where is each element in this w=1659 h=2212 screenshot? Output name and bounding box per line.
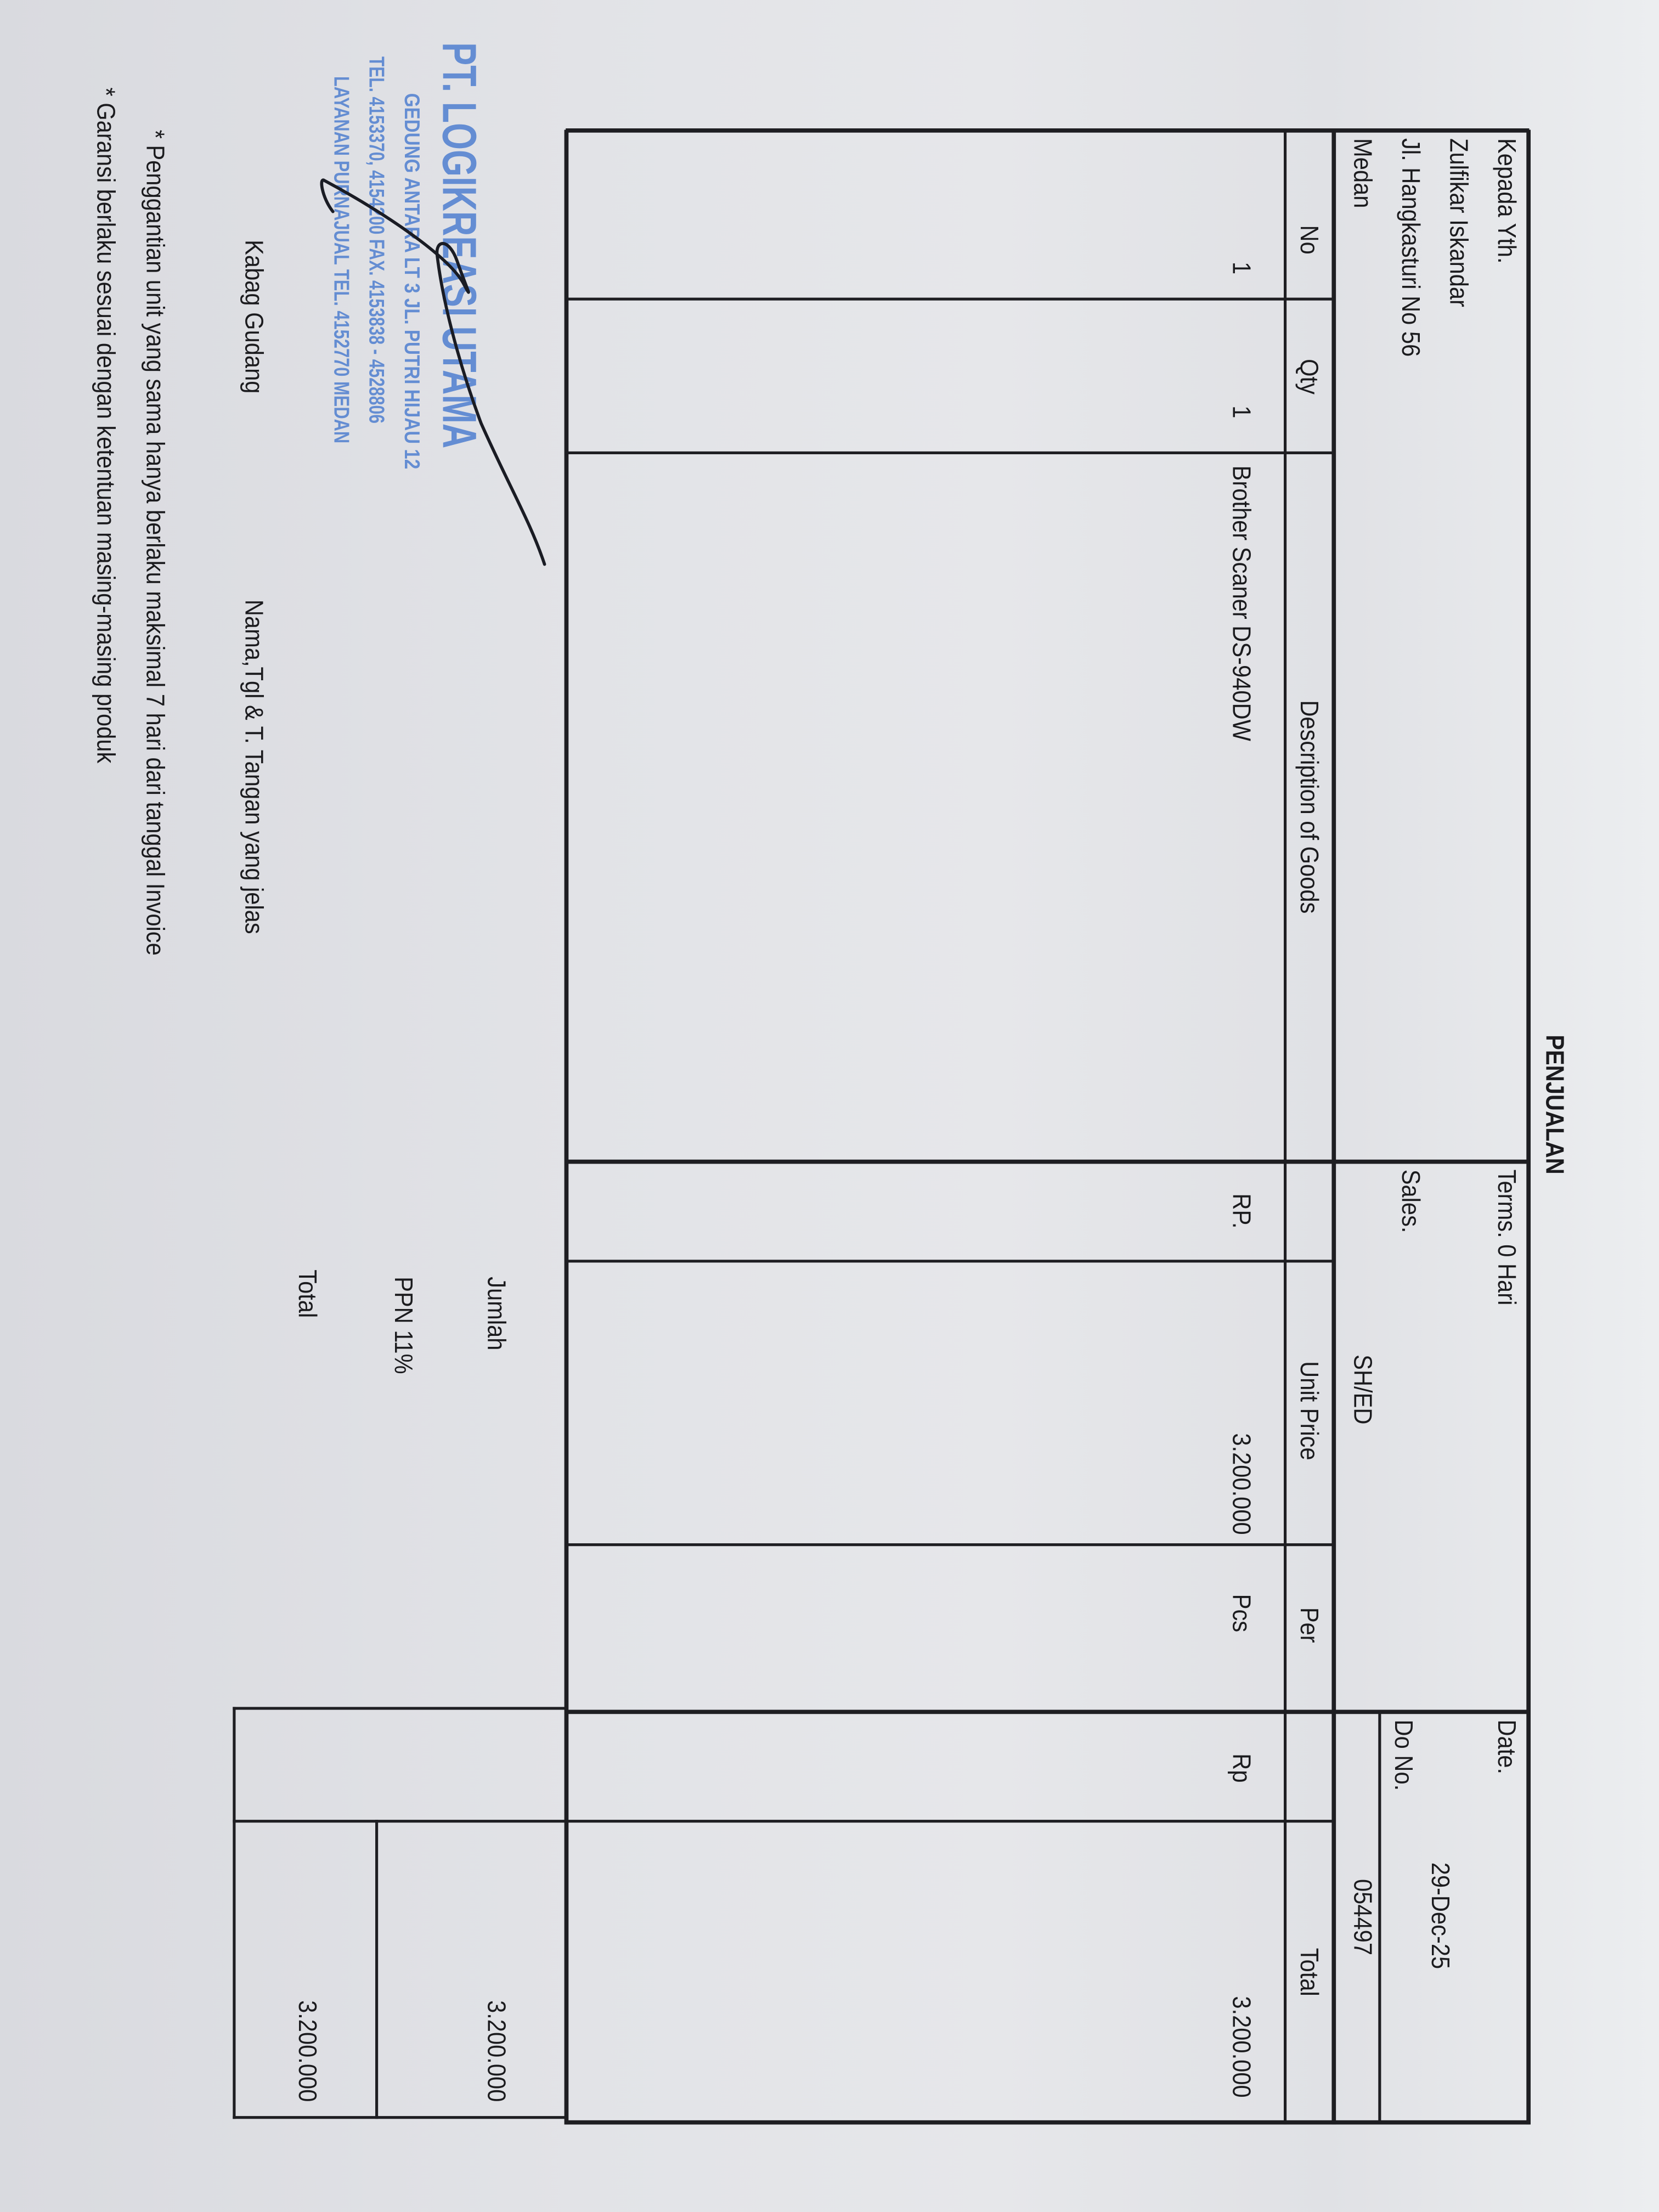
cell-qty: 1 <box>1227 405 1256 419</box>
col-header-no: No <box>1295 225 1324 255</box>
jumlah-label: Jumlah <box>482 1277 511 1351</box>
signature-warehouse-label: Kabag Gudang <box>240 240 268 394</box>
col-header-unit-price: Unit Price <box>1295 1361 1324 1460</box>
cell-price-currency: RP. <box>1227 1193 1256 1229</box>
summary-box-right <box>233 2116 567 2119</box>
summary-box-divider <box>233 1820 567 1823</box>
footnote-replacement: * Penggantian unit yang sama hanya berla… <box>141 129 170 956</box>
sales-value: SH/ED <box>1348 1355 1377 1425</box>
sales-label: Sales. <box>1396 1169 1425 1233</box>
col-divider-no <box>566 297 1335 301</box>
stamp-line1: GEDUNG ANTARA LT 3 JL. PUTRI HIJAU 12 <box>399 93 424 470</box>
do-value: 054497 <box>1348 1879 1377 1956</box>
cell-total: 3.200.000 <box>1227 1996 1256 2098</box>
column-header-divider <box>1284 129 1287 2125</box>
col-header-qty: Qty <box>1295 359 1324 394</box>
header-divider-terms <box>566 1159 1530 1164</box>
ppn-label: PPN 11% <box>389 1277 418 1374</box>
table-right-border <box>566 2120 1530 2124</box>
jumlah-value: 3.200.000 <box>482 2000 511 2102</box>
cell-unit-price: 3.200.000 <box>1227 1433 1256 1535</box>
date-label: Date. <box>1492 1719 1521 1775</box>
header-divider <box>1332 129 1336 2125</box>
stamp-company: PT. LOGIKREASI UTAMA <box>431 42 486 449</box>
terms: Terms. 0 Hari <box>1492 1169 1521 1306</box>
footnote-warranty: * Garansi berlaku sesuai dengan ketentua… <box>92 87 120 764</box>
recipient-name: Zulfikar Iskandar <box>1444 138 1473 307</box>
col-header-per: Per <box>1295 1607 1324 1643</box>
table-top-border <box>1527 129 1531 2125</box>
summary-box-inner <box>375 1820 379 2119</box>
signature-receiver-label: Nama,Tgl & T. Tangan yang jelas <box>240 599 268 934</box>
cell-no: 1 <box>1227 261 1256 275</box>
summary-box-bottom <box>233 1707 236 2119</box>
recipient-label: Kepada Yth. <box>1492 138 1521 264</box>
col-header-total: Total <box>1295 1948 1324 1996</box>
cell-per: Pcs <box>1227 1594 1256 1633</box>
recipient-city: Medan <box>1348 138 1377 208</box>
col-header-description: Description of Goods <box>1295 700 1324 914</box>
col-divider-rp <box>566 1260 1335 1263</box>
do-label: Do No. <box>1389 1719 1418 1791</box>
stamp-line3: LAYANAN PURNAJUAL TEL. 4152770 MEDAN <box>329 76 353 444</box>
total-label: Total <box>293 1269 322 1318</box>
header-divider-date <box>566 1709 1530 1714</box>
page-title: PENJUALAN <box>1541 1035 1569 1175</box>
date-do-divider <box>1378 1711 1381 2123</box>
col-divider-qty <box>566 451 1335 454</box>
total-value: 3.200.000 <box>293 2000 322 2102</box>
date-value: 29-Dec-25 <box>1426 1862 1455 1970</box>
stamp-line2: TEL. 4153370, 4154200 FAX. 4153838 - 452… <box>364 56 388 424</box>
summary-box-left <box>233 1707 567 1710</box>
cell-total-currency: Rp <box>1227 1753 1256 1783</box>
table-bottom-border <box>565 129 569 2125</box>
recipient-address: Jl. Hangkasturi No 56 <box>1396 138 1425 357</box>
col-divider-per <box>566 1543 1335 1547</box>
table-left-border <box>566 128 1530 132</box>
col-divider-total <box>566 1820 1335 1823</box>
cell-description: Brother Scaner DS-940DW <box>1227 465 1256 741</box>
